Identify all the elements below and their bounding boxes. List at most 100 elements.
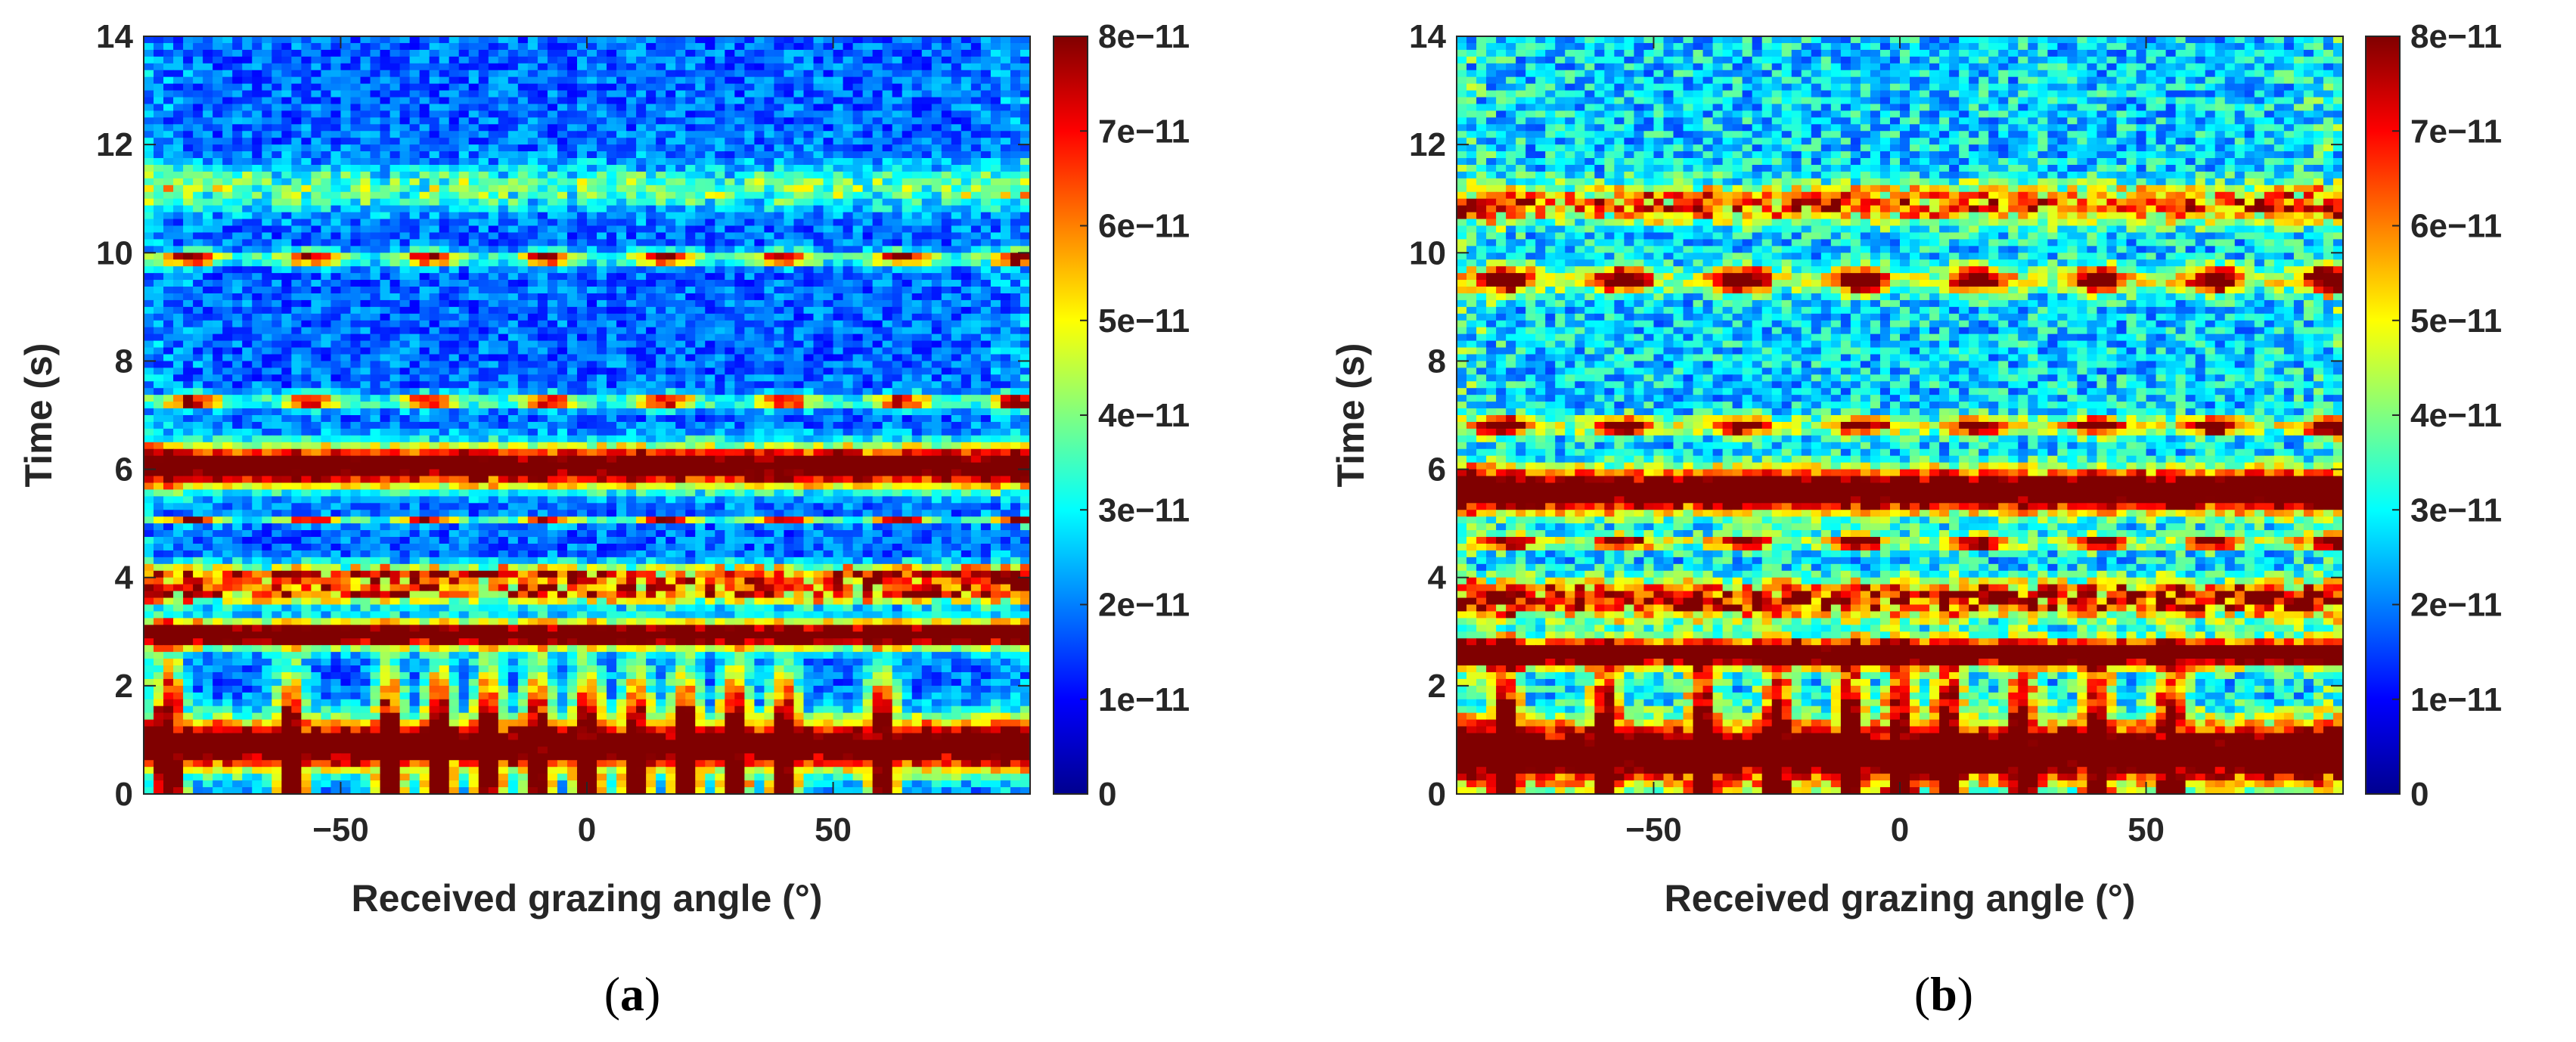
heatmap-cell bbox=[685, 117, 696, 125]
heatmap-cell bbox=[399, 205, 411, 213]
heatmap-cell bbox=[1010, 293, 1021, 301]
heatmap-cell bbox=[488, 83, 499, 91]
heatmap-cell bbox=[557, 76, 568, 85]
heatmap-cell bbox=[360, 76, 371, 85]
heatmap-cell bbox=[784, 395, 795, 402]
heatmap-cell bbox=[468, 273, 480, 281]
heatmap-cell bbox=[478, 76, 489, 85]
heatmap-cell bbox=[705, 402, 715, 409]
heatmap-cell bbox=[507, 219, 519, 227]
heatmap-cell bbox=[675, 205, 686, 213]
heatmap-cell bbox=[517, 259, 529, 267]
heatmap-cell bbox=[370, 36, 381, 44]
heatmap-cell bbox=[262, 49, 272, 57]
heatmap-cell bbox=[154, 49, 164, 57]
heatmap-cell bbox=[321, 151, 332, 159]
heatmap-cell bbox=[203, 151, 213, 159]
heatmap-cell bbox=[390, 198, 401, 206]
heatmap-cell bbox=[587, 280, 597, 287]
heatmap-cell bbox=[488, 327, 499, 335]
heatmap-cell bbox=[646, 97, 656, 105]
heatmap-cell bbox=[695, 367, 706, 375]
heatmap-cell bbox=[232, 117, 243, 125]
heatmap-cell bbox=[163, 219, 174, 227]
heatmap-cell bbox=[725, 36, 735, 44]
heatmap-cell bbox=[448, 178, 460, 186]
heatmap-cell bbox=[547, 293, 558, 301]
heatmap-cell bbox=[941, 110, 952, 118]
heatmap-cell bbox=[193, 205, 203, 213]
heatmap-cell bbox=[754, 158, 765, 166]
heatmap-cell bbox=[183, 299, 194, 308]
heatmap-cell bbox=[961, 347, 972, 355]
heatmap-cell bbox=[744, 191, 755, 200]
heatmap-cell bbox=[301, 299, 312, 308]
heatmap-cell bbox=[793, 347, 805, 355]
heatmap-cell bbox=[547, 347, 558, 355]
heatmap-cell bbox=[193, 49, 203, 57]
heatmap-cell bbox=[685, 239, 696, 247]
heatmap-cell bbox=[232, 97, 243, 105]
heatmap-cell bbox=[803, 327, 815, 335]
heatmap-cell bbox=[517, 354, 529, 362]
heatmap-cell bbox=[911, 164, 923, 172]
heatmap-cell bbox=[774, 70, 785, 78]
heatmap-cell bbox=[1010, 273, 1021, 281]
heatmap-cell bbox=[616, 144, 627, 152]
heatmap-cell bbox=[902, 178, 913, 186]
heatmap-cell bbox=[331, 266, 342, 274]
heatmap-cell bbox=[784, 388, 795, 395]
heatmap-cell bbox=[921, 205, 933, 213]
heatmap-cell bbox=[764, 402, 775, 409]
heatmap-cell bbox=[921, 374, 933, 382]
heatmap-cell bbox=[705, 158, 715, 166]
heatmap-cell bbox=[1010, 374, 1021, 382]
heatmap-cell bbox=[232, 110, 243, 118]
heatmap-cell bbox=[262, 124, 272, 132]
heatmap-cell bbox=[793, 171, 805, 179]
heatmap-cell bbox=[281, 90, 292, 98]
heatmap-cell bbox=[163, 381, 174, 389]
heatmap-cell bbox=[892, 131, 903, 138]
heatmap-cell bbox=[911, 299, 923, 308]
heatmap-cell bbox=[340, 293, 352, 301]
heatmap-cell bbox=[1020, 151, 1031, 159]
heatmap-cell bbox=[154, 320, 164, 328]
heatmap-cell bbox=[311, 320, 321, 328]
heatmap-cell bbox=[705, 138, 715, 145]
heatmap-cell bbox=[252, 320, 262, 328]
heatmap-cell bbox=[498, 97, 509, 105]
heatmap-cell bbox=[222, 299, 233, 308]
heatmap-cell bbox=[852, 340, 864, 349]
heatmap-cell bbox=[833, 253, 844, 260]
heatmap-cell bbox=[468, 253, 480, 260]
heatmap-cell bbox=[193, 333, 203, 342]
heatmap-cell bbox=[183, 280, 194, 287]
heatmap-cell bbox=[902, 259, 913, 267]
heatmap-cell bbox=[242, 381, 253, 389]
heatmap-cell bbox=[705, 395, 715, 402]
heatmap-cell bbox=[980, 131, 992, 138]
heatmap-cell bbox=[626, 354, 637, 362]
heatmap-cell bbox=[507, 280, 519, 287]
heatmap-cell bbox=[1020, 76, 1031, 85]
heatmap-cell bbox=[321, 36, 332, 44]
heatmap-cell bbox=[144, 205, 154, 213]
heatmap-cell bbox=[675, 36, 686, 44]
heatmap-cell bbox=[399, 76, 411, 85]
heatmap-cell bbox=[222, 171, 233, 179]
heatmap-cell bbox=[951, 287, 962, 294]
heatmap-cell bbox=[587, 198, 597, 206]
heatmap-cell bbox=[1020, 280, 1031, 287]
heatmap-cell bbox=[478, 212, 489, 220]
heatmap-cell bbox=[754, 198, 765, 206]
heatmap-cell bbox=[784, 191, 795, 200]
heatmap-cell bbox=[764, 171, 775, 179]
heatmap-cell bbox=[576, 381, 588, 389]
heatmap-cell bbox=[311, 239, 321, 247]
heatmap-cell bbox=[350, 333, 362, 342]
heatmap-cell bbox=[154, 97, 164, 105]
heatmap-cell bbox=[154, 144, 164, 152]
heatmap-cell bbox=[902, 164, 913, 172]
